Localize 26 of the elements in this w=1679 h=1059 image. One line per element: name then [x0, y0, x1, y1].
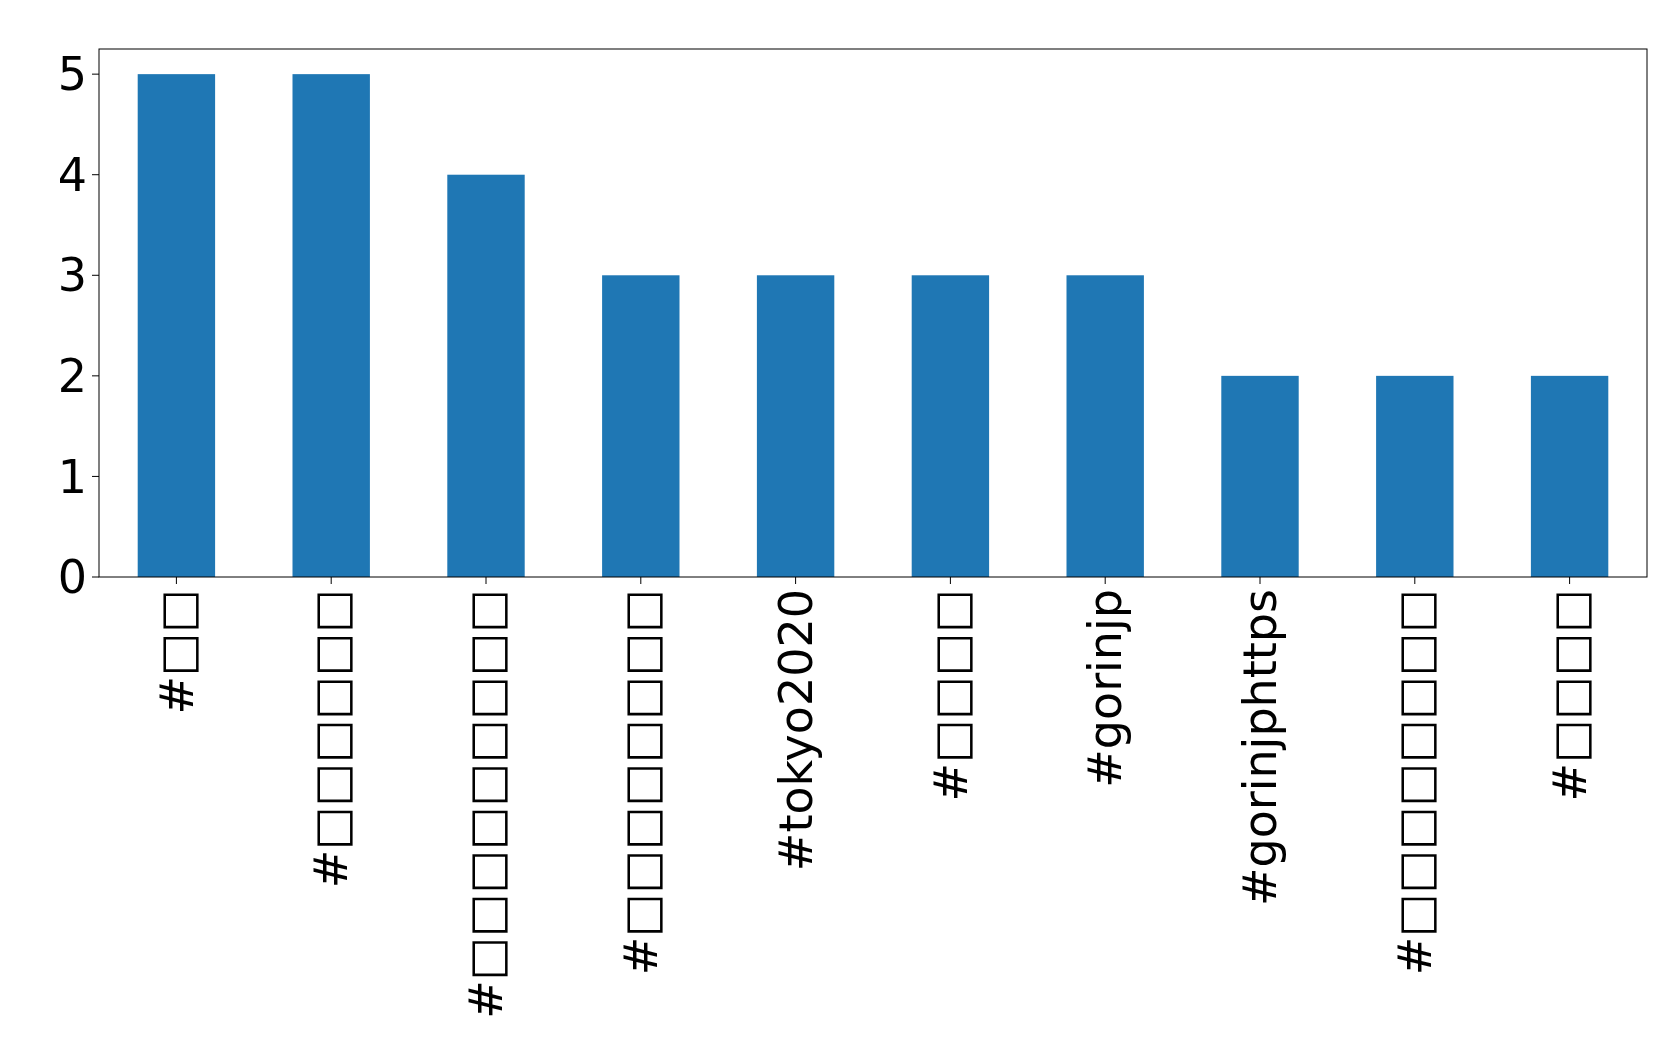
x-tick-label: #gorinjp [1078, 589, 1133, 788]
bar [1376, 375, 1454, 577]
bar [1221, 375, 1299, 577]
bar [1066, 275, 1144, 577]
x-tick-label: #tokyo2020 [768, 589, 823, 872]
x-tick-label: #□□ [149, 589, 204, 715]
x-tick-label: #□□□□ [1542, 589, 1597, 802]
x-tick-label: #□□□□□□□□ [613, 589, 668, 976]
x-tick-label: #gorinjphttps [1233, 589, 1288, 907]
bar [602, 275, 680, 577]
y-tick-label: 0 [57, 550, 87, 605]
x-tick-label: #□□□□□□ [304, 589, 359, 889]
y-tick-label: 2 [57, 348, 87, 403]
bar [1530, 375, 1609, 577]
y-tick-label: 1 [57, 449, 87, 504]
y-tick-label: 5 [57, 47, 87, 102]
y-tick-label: 4 [57, 147, 87, 202]
y-tick-label: 3 [57, 248, 87, 303]
bar [137, 74, 216, 577]
x-tick-label: #□□□□□□□□□ [459, 589, 514, 1019]
bar [756, 275, 835, 577]
x-tick-label: #□□□□ [923, 589, 978, 802]
bar [911, 275, 990, 577]
bar [292, 74, 370, 577]
x-tick-label: #□□□□□□□□ [1387, 589, 1442, 976]
bar [447, 174, 525, 577]
